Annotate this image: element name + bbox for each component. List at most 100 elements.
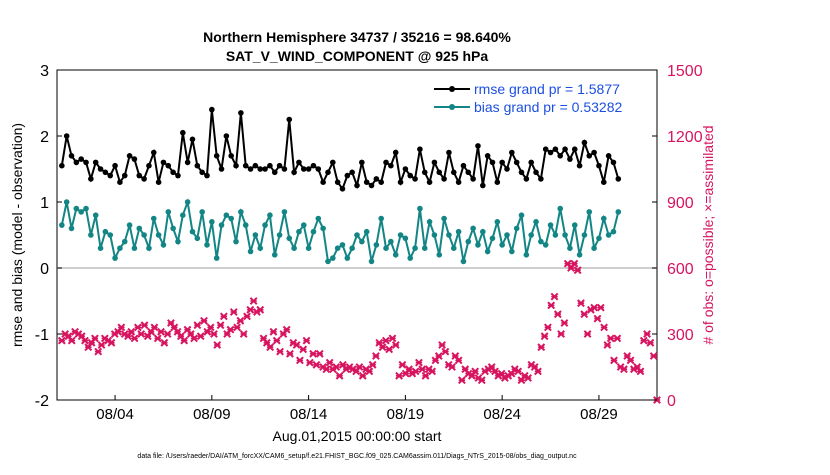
rmse-point	[73, 159, 80, 166]
rmse-point	[513, 159, 520, 166]
bias-point	[73, 205, 80, 212]
footer-note: data file: /Users/raeder/DAI/ATM_forcXX/…	[137, 453, 577, 460]
bias-point	[596, 235, 602, 242]
bias-point	[252, 232, 259, 238]
obs-assimilated-marker	[213, 341, 222, 349]
obs-assimilated-marker	[81, 336, 89, 345]
rmse-point	[150, 149, 157, 156]
bias-point	[334, 245, 341, 251]
x-tick-label: 08/09	[193, 406, 231, 423]
bias-point	[92, 212, 99, 218]
rmse-point	[83, 159, 89, 166]
bias-point	[581, 232, 588, 238]
x-tick-label: 08/29	[580, 406, 618, 423]
rmse-point	[450, 169, 457, 176]
bias-point	[209, 219, 215, 225]
y-right-tick-label: 1200	[667, 129, 703, 146]
obs-assimilated-marker	[299, 345, 308, 354]
rmse-point	[286, 116, 293, 123]
obs-assimilated-marker	[157, 327, 165, 336]
bias-point	[136, 225, 143, 232]
rmse-point	[184, 159, 191, 166]
legend-rmse-label: rmse grand pr = 1.5877	[474, 81, 620, 97]
bias-point	[247, 248, 254, 255]
bias-point	[392, 252, 399, 258]
bias-point	[68, 225, 75, 232]
rmse-point	[489, 159, 496, 166]
bias-point	[213, 255, 220, 261]
obs-assimilated-marker	[514, 367, 523, 376]
obs-assimilated-marker	[646, 338, 655, 347]
bias-point	[455, 228, 462, 235]
obs-assimilated-marker	[94, 347, 103, 356]
bias-point	[465, 238, 472, 245]
bias-point	[242, 222, 249, 228]
obs-assimilated-marker	[193, 321, 202, 330]
obs-assimilated-marker	[233, 323, 241, 332]
bias-point	[63, 199, 70, 205]
x-tick-label: 08/14	[290, 406, 328, 423]
y-left-tick-label: 2	[40, 129, 49, 146]
rmse-point	[349, 169, 355, 176]
rmse-point	[315, 166, 322, 172]
rmse-point	[325, 169, 331, 176]
obs-assimilated-marker	[583, 330, 592, 338]
obs-assimilated-marker	[322, 365, 331, 374]
rmse-point	[107, 172, 114, 179]
bias-point	[605, 232, 612, 238]
bias-point	[383, 245, 389, 251]
x-tick-label: 08/19	[387, 406, 425, 423]
rmse-point	[330, 159, 336, 166]
bias-point	[160, 242, 167, 248]
rmse-point	[310, 162, 317, 169]
rmse-point	[300, 166, 307, 172]
obs-assimilated-marker	[67, 336, 76, 345]
obs-assimilated-marker	[534, 367, 542, 376]
bias-point	[150, 215, 157, 222]
bias-point	[325, 258, 331, 265]
obs-assimilated-marker	[196, 332, 205, 341]
rmse-point	[262, 166, 268, 172]
obs-assimilated-marker	[57, 336, 66, 345]
rmse-point	[112, 162, 118, 169]
obs-assimilated-marker	[573, 266, 582, 275]
obs-assimilated-marker	[97, 341, 106, 349]
rmse-point	[528, 159, 534, 166]
obs-assimilated-marker	[127, 327, 136, 336]
rmse-point	[194, 162, 201, 169]
bias-point	[267, 212, 273, 218]
obs-assimilated-marker	[153, 334, 162, 343]
rmse-point	[402, 166, 409, 172]
y-right-tick-label: 900	[667, 195, 694, 212]
obs-assimilated-marker	[639, 336, 648, 345]
bias-point	[576, 252, 583, 258]
bias-point	[320, 225, 326, 232]
rmse-point	[383, 159, 389, 166]
bias-point	[542, 242, 549, 248]
bias-point	[586, 209, 593, 215]
bias-point	[431, 232, 438, 238]
obs-assimilated-marker	[190, 334, 199, 343]
obs-assimilated-marker	[309, 349, 318, 358]
bias-point	[170, 225, 176, 232]
bias-point	[538, 238, 544, 245]
rmse-point	[146, 162, 152, 169]
obs-assimilated-marker	[438, 341, 446, 349]
bias-point	[165, 209, 172, 215]
y-left-tick-label: -2	[35, 393, 49, 410]
obs-assimilated-marker	[613, 334, 622, 343]
rmse-point	[581, 139, 588, 146]
obs-assimilated-marker	[246, 305, 255, 314]
bias-point	[102, 228, 109, 235]
bias-point	[388, 238, 394, 245]
obs-assimilated-marker	[550, 292, 559, 301]
bias-point	[421, 245, 428, 251]
obs-assimilated-marker	[107, 338, 116, 347]
rmse-point	[455, 179, 462, 185]
rmse-point	[209, 106, 215, 113]
bias-point	[276, 232, 283, 238]
obs-assimilated-marker	[540, 332, 549, 341]
obs-assimilated-marker	[243, 312, 251, 321]
rmse-point	[131, 156, 138, 162]
